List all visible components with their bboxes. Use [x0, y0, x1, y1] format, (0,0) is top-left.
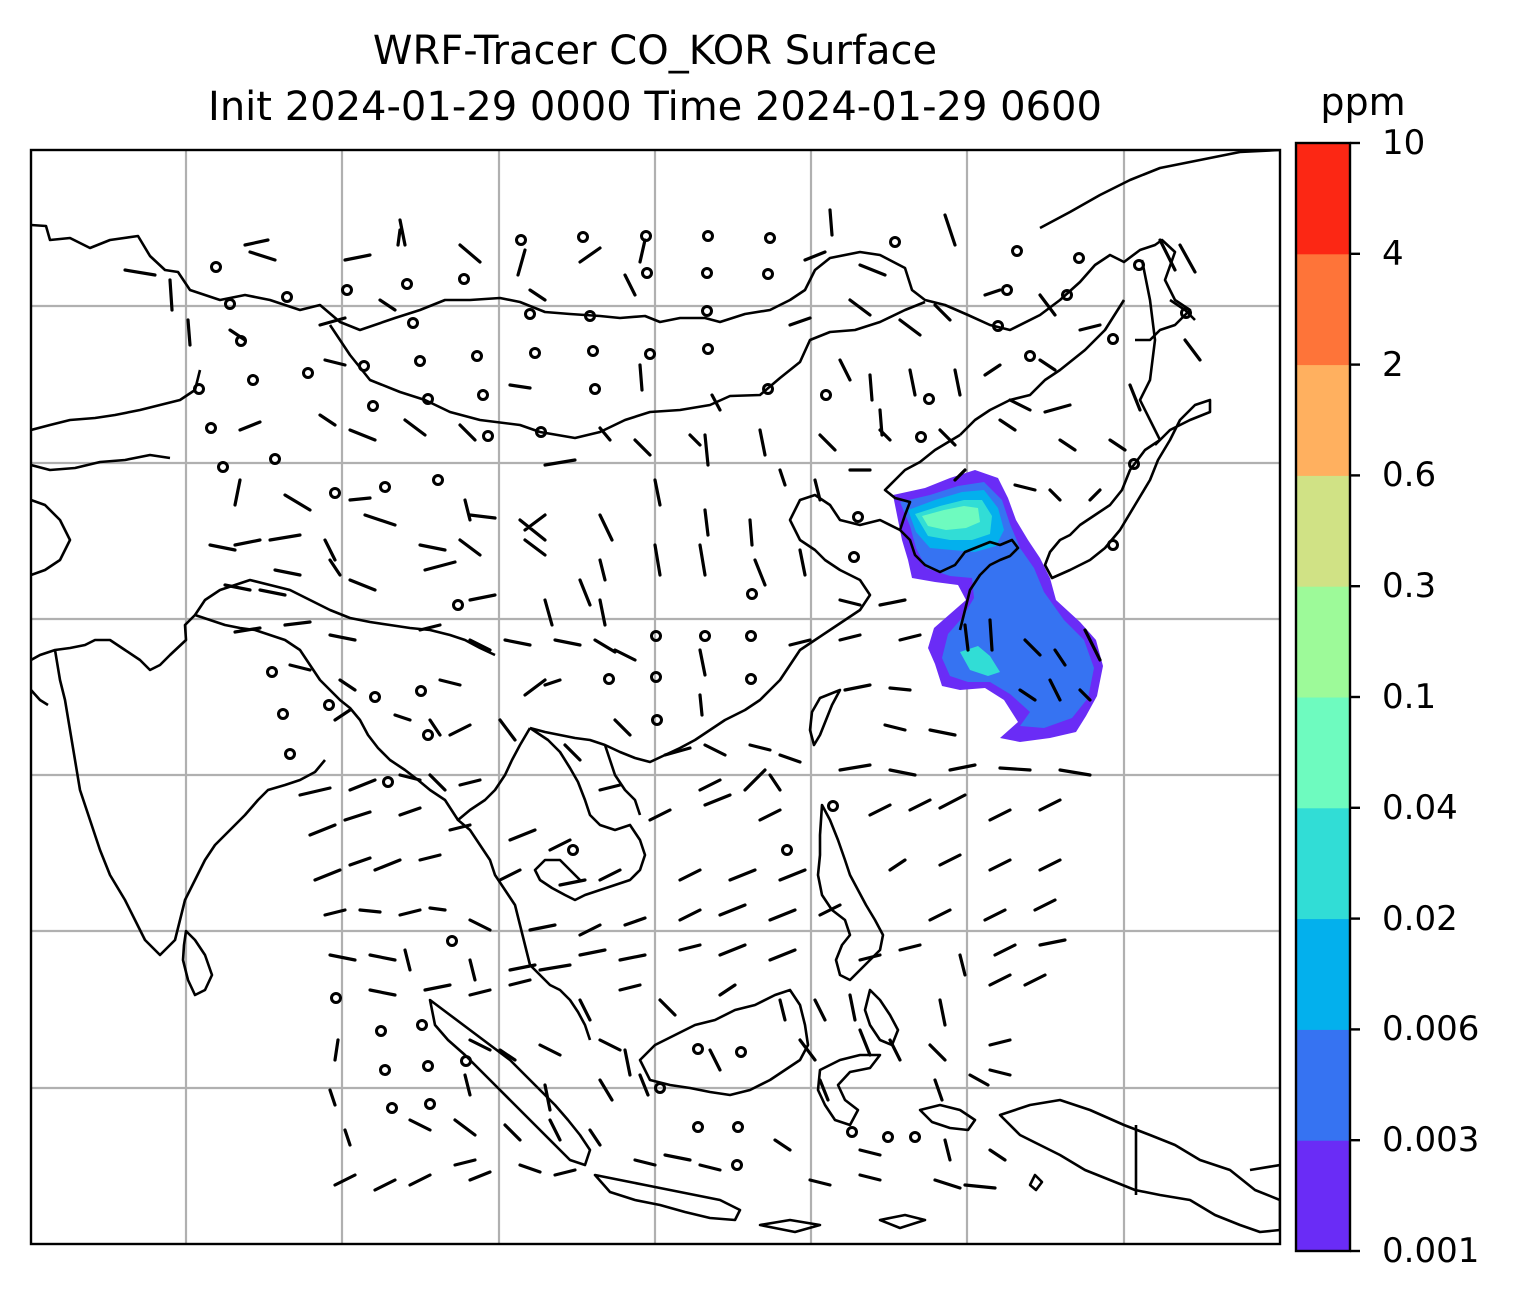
colorbar: [1294, 141, 1360, 1253]
colorbar-unit: ppm: [1320, 80, 1406, 124]
colorbar-swatch: [1296, 807, 1350, 920]
colorbar-swatch: [1296, 586, 1350, 698]
colorbar-tick-label: 0.02: [1382, 898, 1458, 939]
colorbar-swatch: [1296, 364, 1350, 476]
colorbar-tick-label: 0.001: [1382, 1231, 1480, 1271]
wind-barbs: [123, 208, 1202, 1192]
colorbar-tick-label: 0.006: [1382, 1009, 1480, 1050]
colorbar-tick-label: 2: [1382, 344, 1404, 385]
title-line-1: WRF-Tracer CO_KOR Surface: [372, 28, 938, 74]
colorbar-swatch: [1296, 1140, 1350, 1252]
colorbar-tick-label: 10: [1382, 123, 1426, 163]
colorbar-tick-label: 0.3: [1382, 566, 1437, 607]
title-line-2: Init 2024-01-29 0000 Time 2024-01-29 060…: [208, 84, 1102, 130]
colorbar-tick-label: 0.04: [1382, 787, 1458, 828]
calm-markers: [193, 230, 1192, 1171]
plume-level-0.04: [922, 506, 980, 530]
colorbar-swatch: [1296, 475, 1350, 587]
colorbar-swatch: [1296, 697, 1350, 809]
colorbar-tick-label: 4: [1382, 233, 1404, 274]
colorbar-swatch: [1296, 143, 1350, 255]
colorbar-swatch: [1296, 1029, 1350, 1141]
gridlines: [31, 150, 1280, 1244]
colorbar-swatch: [1296, 918, 1350, 1030]
map-frame: [29, 148, 1282, 1246]
colorbar-tick-label: 0.1: [1382, 677, 1437, 717]
co-plume: [893, 470, 1103, 742]
coastlines: [31, 150, 1280, 1234]
colorbar-tick-label: 0.003: [1382, 1120, 1480, 1161]
colorbar-swatch: [1296, 253, 1350, 366]
colorbar-tick-label: 0.6: [1382, 455, 1437, 496]
